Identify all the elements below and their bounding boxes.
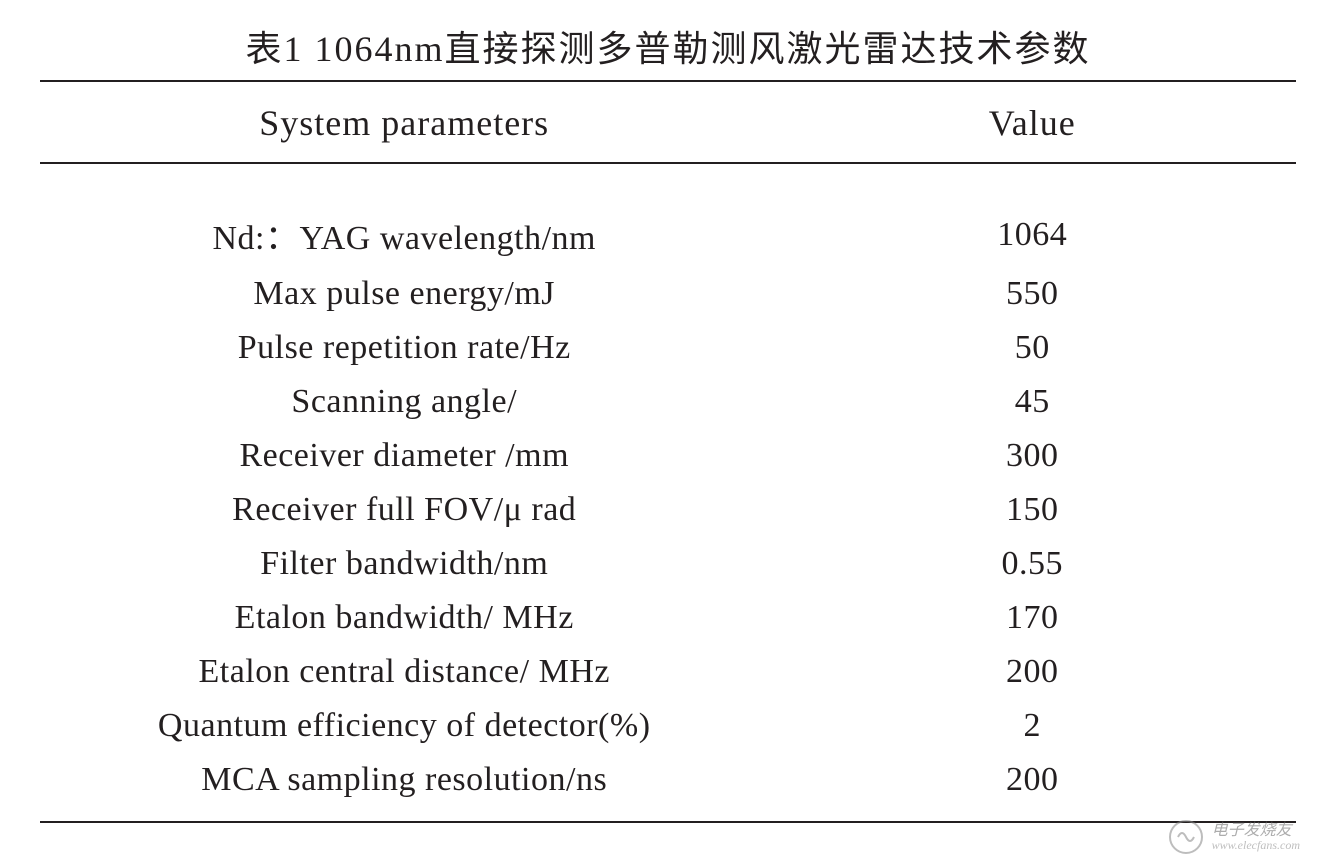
table-row: Nd:：YAG wavelength/nm 1064: [40, 202, 1296, 267]
param-cell: Scanning angle/: [40, 383, 768, 421]
param-cell: MCA sampling resolution/ns: [40, 761, 768, 799]
table-row: Etalon bandwidth/ MHz 170: [40, 591, 1296, 645]
table-row: Pulse repetition rate/Hz 50: [40, 321, 1296, 375]
value-cell: 150: [768, 491, 1296, 529]
param-cell: Etalon central distance/ MHz: [40, 653, 768, 691]
parameters-table: 表1 1064nm直接探测多普勒测风激光雷达技术参数 System parame…: [40, 20, 1296, 823]
watermark-text: 电子发烧友 www.elecfans.com: [1212, 823, 1300, 851]
watermark-logo-icon: [1166, 817, 1206, 857]
table-row: Receiver diameter /mm 300: [40, 429, 1296, 483]
param-cell: Quantum efficiency of detector(%): [40, 707, 768, 745]
table-row: Receiver full FOV/μ rad 150: [40, 483, 1296, 537]
table-row: Etalon central distance/ MHz 200: [40, 645, 1296, 699]
value-cell: 200: [768, 761, 1296, 799]
table-row: Max pulse energy/mJ 550: [40, 267, 1296, 321]
watermark-en-text: www.elecfans.com: [1212, 839, 1300, 851]
value-cell: 0.55: [768, 545, 1296, 583]
value-cell: 550: [768, 275, 1296, 313]
watermark: 电子发烧友 www.elecfans.com: [1166, 817, 1300, 857]
param-cell: Filter bandwidth/nm: [40, 545, 768, 583]
param-cell: Pulse repetition rate/Hz: [40, 329, 768, 367]
column-header-value: Value: [768, 102, 1296, 144]
value-cell: 300: [768, 437, 1296, 475]
value-cell: 50: [768, 329, 1296, 367]
watermark-cn-text: 电子发烧友: [1212, 823, 1300, 839]
value-cell: 200: [768, 653, 1296, 691]
param-cell: Etalon bandwidth/ MHz: [40, 599, 768, 637]
table-row: Filter bandwidth/nm 0.55: [40, 537, 1296, 591]
param-cell: Max pulse energy/mJ: [40, 275, 768, 313]
table-row: Quantum efficiency of detector(%) 2: [40, 699, 1296, 753]
value-cell: 2: [768, 707, 1296, 745]
table-body: Nd:：YAG wavelength/nm 1064 Max pulse ene…: [40, 164, 1296, 823]
param-cell: Receiver full FOV/μ rad: [40, 491, 768, 529]
param-cell: Nd:：YAG wavelength/nm: [40, 210, 768, 259]
table-header-row: System parameters Value: [40, 82, 1296, 164]
table-row: Scanning angle/ 45: [40, 375, 1296, 429]
table-title: 表1 1064nm直接探测多普勒测风激光雷达技术参数: [40, 20, 1296, 82]
value-cell: 170: [768, 599, 1296, 637]
column-header-param: System parameters: [40, 102, 768, 144]
value-cell: 1064: [768, 216, 1296, 254]
value-cell: 45: [768, 383, 1296, 421]
table-row: MCA sampling resolution/ns 200: [40, 753, 1296, 807]
param-cell: Receiver diameter /mm: [40, 437, 768, 475]
